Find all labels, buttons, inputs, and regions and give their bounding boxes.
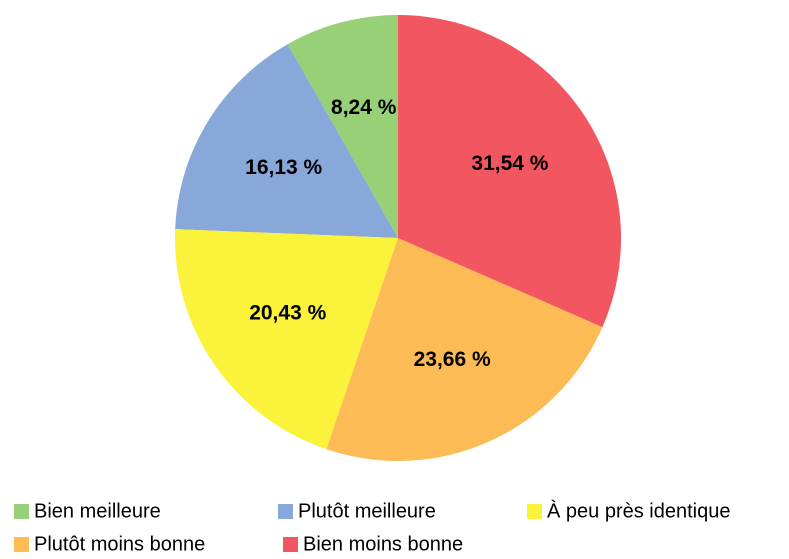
data-label: 8,24 % <box>331 96 397 119</box>
legend-swatch <box>14 504 29 519</box>
pie-slice <box>287 15 398 238</box>
data-label: 16,13 % <box>245 156 322 179</box>
legend-label: À peu près identique <box>547 499 730 522</box>
legend-label: Plutôt meilleure <box>298 500 436 522</box>
data-label: 31,54 % <box>471 152 548 175</box>
pie-slice <box>398 15 621 328</box>
pie-slice <box>326 238 603 461</box>
data-label: 20,43 % <box>249 301 326 324</box>
legend-swatch <box>283 537 298 552</box>
legend-label: Plutôt moins bonne <box>34 533 205 555</box>
data-label: 23,66 % <box>414 348 491 371</box>
pie-slice <box>175 44 398 239</box>
legend-swatch <box>527 504 542 519</box>
legend-swatch <box>14 537 29 552</box>
legend-label: Bien moins bonne <box>303 533 463 555</box>
legend-swatch <box>278 504 293 519</box>
pie-slice <box>175 229 398 450</box>
legend-label: Bien meilleure <box>34 500 161 522</box>
